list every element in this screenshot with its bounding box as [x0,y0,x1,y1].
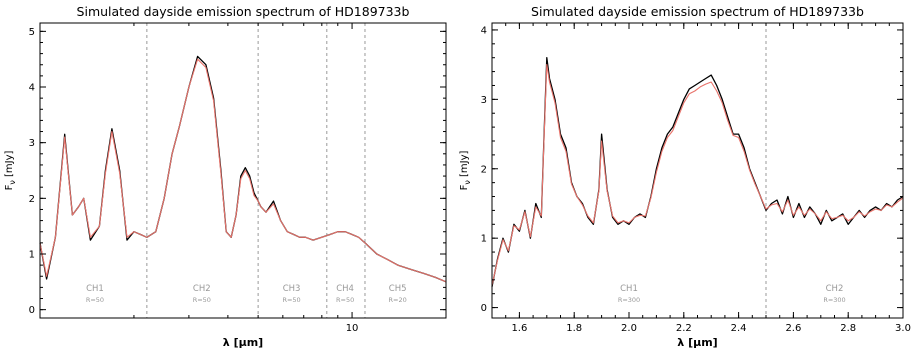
x-tick-label: 3.0 [895,323,911,334]
plot-frame [491,22,904,319]
y-tick-label: 4 [481,25,487,36]
channel-label-ch1: CH1 [620,284,638,294]
spectrum-series-2 [491,64,904,286]
chart-title: Simulated dayside emission spectrum of H… [531,4,864,19]
channel-resolution-ch2: R=50 [193,296,211,304]
y-tick-label: 5 [29,27,35,38]
channel-resolution-ch1: R=300 [618,296,640,304]
y-tick-label: 1 [481,234,487,245]
x-tick-label: 1.8 [566,323,582,334]
channel-label-ch2: CH2 [193,284,211,294]
x-tick-label: 1.6 [511,323,527,334]
x-tick-label: 2.4 [731,323,747,334]
x-tick-label: 2.2 [676,323,692,334]
x-tick-label: 2.0 [621,323,637,334]
y-axis-label: Fν [mJy] [4,150,17,190]
y-tick-label: 2 [29,194,35,205]
y-tick-label: 4 [29,83,35,94]
channel-label-ch4: CH4 [336,284,354,294]
x-tick-label: 2.6 [785,323,801,334]
channel-resolution-ch2: R=300 [823,296,845,304]
y-tick-label: 2 [481,164,487,175]
spectrum-series-2 [39,58,447,283]
spectrum-series-1 [491,57,904,287]
y-tick-label: 3 [481,95,487,106]
x-tick-label: 10 [346,323,359,334]
x-axis-label: λ [μm] [223,336,263,349]
y-tick-label: 1 [29,249,35,260]
y-axis-label: Fν [mJy] [459,150,472,190]
channel-resolution-ch4: R=50 [336,296,354,304]
channel-label-ch1: CH1 [86,284,104,294]
spectrum-series-1 [39,55,447,283]
y-tick-label: 0 [481,303,487,314]
plot-frame [39,22,447,319]
y-tick-label: 0 [29,305,35,316]
chart-panel-2: Simulated dayside emission spectrum of H… [459,4,911,349]
chart-title: Simulated dayside emission spectrum of H… [77,4,410,19]
x-axis-label: λ [μm] [677,336,717,349]
channel-label-ch2: CH2 [826,284,844,294]
channel-label-ch5: CH5 [389,284,407,294]
x-tick-label: 2.8 [840,323,856,334]
channel-resolution-ch3: R=50 [282,296,300,304]
chart-panel-1: Simulated dayside emission spectrum of H… [4,4,447,349]
y-tick-label: 3 [29,138,35,149]
channel-label-ch3: CH3 [283,284,301,294]
channel-resolution-ch1: R=50 [86,296,104,304]
channel-resolution-ch5: R=20 [389,296,407,304]
